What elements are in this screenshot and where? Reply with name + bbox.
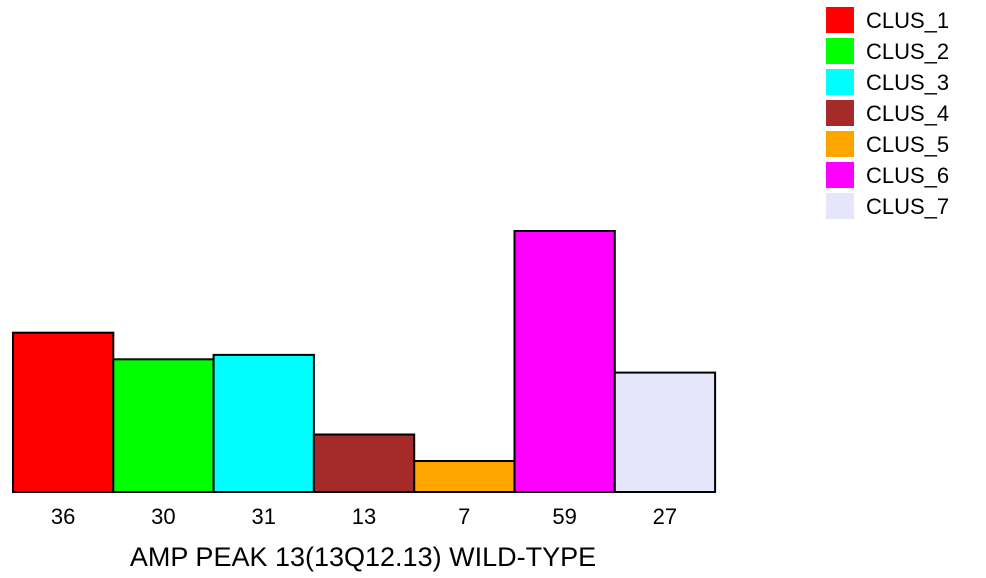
value-label: 7 <box>458 504 470 529</box>
bar-clus-1 <box>12 331 115 494</box>
value-labels-group: 36 30 31 13 7 59 27 <box>51 504 677 529</box>
bar-clus-4 <box>312 433 416 493</box>
bars-group <box>12 230 717 494</box>
value-label: 13 <box>352 504 376 529</box>
value-label: 36 <box>51 504 75 529</box>
legend-swatch <box>826 131 854 157</box>
legend-swatch <box>826 193 854 219</box>
legend-swatch <box>826 100 854 126</box>
bar-clus-5 <box>413 460 516 493</box>
value-label: 31 <box>252 504 276 529</box>
value-label: 59 <box>552 504 576 529</box>
value-label: 30 <box>151 504 175 529</box>
legend-label: CLUS_1 <box>866 8 949 33</box>
bar-clus-7 <box>613 371 717 494</box>
legend-swatch <box>826 69 854 95</box>
legend-swatch <box>826 162 854 188</box>
legend-label: CLUS_6 <box>866 163 949 188</box>
legend-swatch <box>826 7 854 33</box>
bar-clus-6 <box>513 230 616 493</box>
legend-label: CLUS_4 <box>866 101 949 126</box>
x-axis-title: AMP PEAK 13(13Q12.13) WILD-TYPE <box>130 542 596 572</box>
bar-clus-3 <box>212 353 315 493</box>
bar-clus-2 <box>112 358 215 493</box>
legend-label: CLUS_2 <box>866 39 949 64</box>
legend-label: CLUS_3 <box>866 70 949 95</box>
legend-label: CLUS_7 <box>866 194 949 219</box>
value-label: 27 <box>653 504 677 529</box>
legend-label: CLUS_5 <box>866 132 949 157</box>
legend: CLUS_1 CLUS_2 CLUS_3 CLUS_4 CLUS_5 CLUS_6 CLUS… <box>826 7 949 219</box>
legend-swatch <box>826 38 854 64</box>
